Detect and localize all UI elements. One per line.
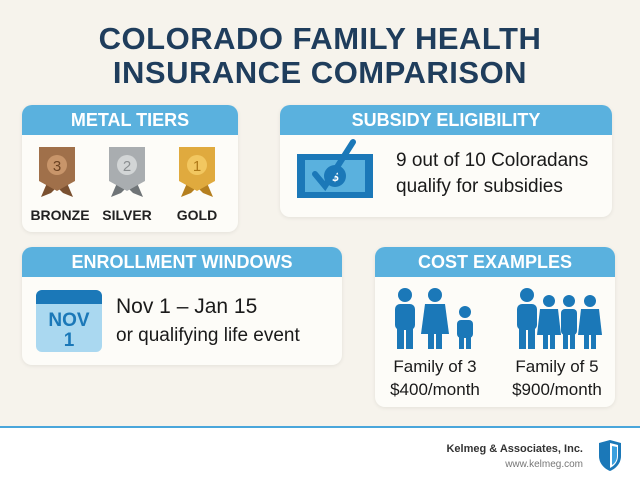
- monthly-price: $900/month: [512, 380, 602, 399]
- enrollment-card: ENROLLMENT WINDOWS NOV 1 Nov 1 – Jan 15 …: [22, 247, 342, 365]
- family-of-5-icon: [517, 288, 602, 349]
- shield-logo-icon: [599, 440, 621, 471]
- svg-text:1: 1: [193, 158, 201, 175]
- family-of-3-icon: [395, 288, 473, 349]
- subsidy-card: SUBSIDY ELIGIBILITY $ 9 out of 10 Colora…: [280, 105, 612, 217]
- medal-icon: 3: [39, 147, 75, 197]
- svg-text:3: 3: [53, 158, 61, 175]
- company-url: www.kelmeg.com: [505, 459, 583, 470]
- calendar-month: NOV: [48, 310, 90, 331]
- calendar-day: 1: [63, 330, 75, 351]
- card-heading: SUBSIDY ELIGIBILITY: [280, 105, 612, 135]
- enrollment-dates: Nov 1 – Jan 15: [116, 295, 258, 318]
- subsidy-line-2: qualify for subsidies: [396, 176, 563, 197]
- family-size: Family of 5: [515, 357, 599, 376]
- cost-card: COST EXAMPLES Family of 3 $400/month Fami…: [375, 247, 615, 407]
- tier-label: SILVER: [102, 207, 152, 223]
- title-line-2: INSURANCE COMPARISON: [112, 55, 528, 90]
- family-size: Family of 3: [393, 357, 477, 376]
- tier-label: BRONZE: [30, 207, 90, 223]
- svg-text:$: $: [331, 169, 339, 184]
- medal-icon: 2: [109, 147, 145, 197]
- page-title: COLORADO FAMILY HEALTH INSURANCE COMPARI…: [0, 22, 640, 90]
- enrollment-event: or qualifying life event: [116, 325, 300, 346]
- card-heading: METAL TIERS: [22, 105, 238, 135]
- tier-label: GOLD: [176, 207, 218, 223]
- subsidy-line-1: 9 out of 10 Coloradans: [396, 150, 589, 171]
- card-heading: ENROLLMENT WINDOWS: [22, 247, 342, 277]
- title-line-1: COLORADO FAMILY HEALTH: [98, 21, 542, 56]
- money-check-icon: $: [297, 139, 373, 198]
- calendar-icon: NOV 1: [36, 290, 102, 352]
- footer: Kelmeg & Associates, Inc. www.kelmeg.com: [0, 426, 640, 481]
- medal-icon: 1: [179, 147, 215, 197]
- company-name: Kelmeg & Associates, Inc.: [446, 443, 583, 455]
- card-heading: COST EXAMPLES: [375, 247, 615, 277]
- svg-text:2: 2: [123, 158, 131, 175]
- monthly-price: $400/month: [390, 380, 480, 399]
